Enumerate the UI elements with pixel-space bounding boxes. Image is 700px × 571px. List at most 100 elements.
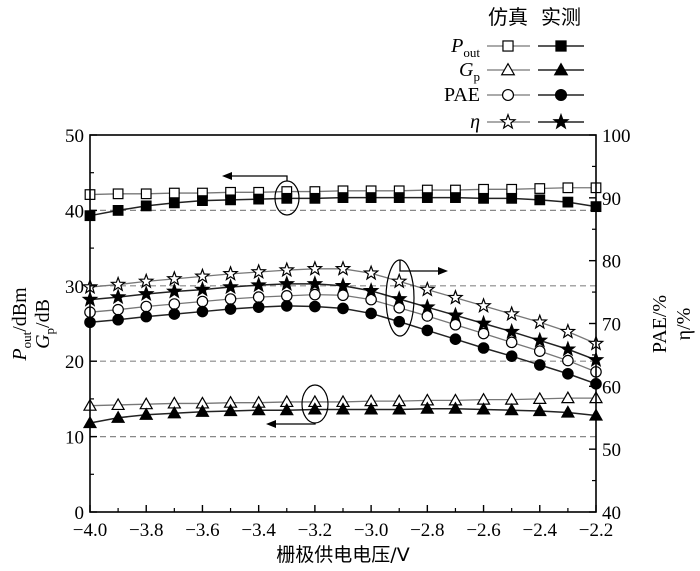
- circle-marker: [449, 318, 462, 331]
- triangle-marker: [420, 401, 435, 414]
- square-marker: [197, 195, 208, 206]
- square-marker: [478, 183, 489, 195]
- circle-marker: [562, 354, 574, 367]
- y-left-axis-title: Pout/dBm Gp/dB: [9, 287, 57, 362]
- star-marker: [559, 340, 577, 357]
- star-marker: [362, 282, 380, 298]
- star-marker: [559, 322, 577, 339]
- square-marker: [506, 192, 518, 204]
- callout-arrow: [226, 175, 288, 181]
- x-tick-label: −3.6: [185, 520, 219, 541]
- circle-marker: [309, 300, 321, 313]
- star-marker: [475, 297, 492, 313]
- star-marker: [390, 290, 408, 307]
- y-right-tick-label: 80: [602, 252, 621, 273]
- square-marker: [225, 194, 236, 206]
- square-marker: [421, 192, 433, 203]
- square-marker: [478, 192, 489, 204]
- triangle-marker: [111, 410, 126, 423]
- square-marker: [534, 194, 546, 206]
- star-marker: [475, 314, 492, 331]
- star-marker: [334, 260, 352, 276]
- y-right-tick-label: 40: [602, 503, 621, 524]
- y-right-tick-label: 50: [602, 440, 621, 461]
- series-PAE-measured: [84, 300, 602, 390]
- y-right-tick-label: 60: [602, 377, 621, 398]
- square-marker: [168, 197, 180, 209]
- circle-marker: [309, 288, 321, 301]
- triangle-marker: [560, 390, 575, 404]
- x-axis: −4.0 −3.8 −3.6 −3.4 −3.2 −3.0 −2.8 −2.6 −2.4 −2.2: [73, 505, 613, 541]
- callout-arrow: [399, 260, 444, 272]
- circle-marker: [554, 88, 568, 102]
- circle-marker: [140, 310, 153, 323]
- star-marker: [137, 285, 155, 302]
- circle-marker: [112, 313, 124, 326]
- series-Gp-measured: [82, 401, 604, 429]
- star-marker: [362, 264, 380, 281]
- legend-entry: Gp: [459, 59, 584, 84]
- square-marker: [309, 192, 321, 204]
- arrow-head: [438, 267, 448, 275]
- y-right-axis-title: PAE/% η/%: [649, 295, 695, 353]
- legend-header-sim: 仿真: [488, 5, 528, 29]
- triangle-marker: [532, 391, 547, 404]
- square-marker: [281, 192, 293, 204]
- legend-label: η: [470, 111, 480, 133]
- star-marker: [137, 272, 155, 289]
- circle-marker: [505, 336, 518, 349]
- legend-label: Pout: [450, 35, 480, 60]
- x-tick-label: −3.4: [241, 520, 276, 541]
- star-marker: [278, 275, 296, 291]
- triangle-marker: [364, 402, 379, 415]
- star-marker: [250, 276, 267, 293]
- star-marker: [222, 265, 239, 281]
- star-marker: [531, 331, 549, 348]
- star-marker: [447, 288, 464, 305]
- circle-marker: [196, 305, 209, 318]
- circle-marker: [533, 345, 546, 357]
- circle-marker: [562, 367, 574, 380]
- series-Pout-measured: [84, 192, 602, 222]
- legend-entry: Pout: [450, 35, 584, 60]
- circle-marker: [337, 289, 349, 302]
- star-marker: [552, 112, 570, 130]
- x-tick-label: −2.8: [410, 520, 444, 541]
- star-marker: [166, 270, 183, 286]
- circle-marker: [140, 300, 153, 313]
- y-left-tick-label: 20: [65, 352, 84, 373]
- triangle-marker: [553, 62, 569, 76]
- right-title-pae: PAE/%: [649, 295, 671, 353]
- square-marker: [168, 187, 180, 199]
- legend-label: PAE: [444, 84, 480, 106]
- square-marker: [534, 183, 546, 194]
- star-marker: [166, 282, 183, 299]
- triangle-marker: [448, 401, 463, 414]
- x-tick-label: −3.8: [129, 520, 163, 541]
- x-tick-label: −4.0: [73, 520, 107, 541]
- triangle-marker: [335, 402, 351, 415]
- legend-label: Gp: [459, 59, 480, 84]
- triangle-marker: [167, 406, 182, 419]
- circle-marker: [280, 290, 293, 302]
- circle-marker: [168, 298, 181, 310]
- triangle-marker: [251, 403, 266, 416]
- y-left-tick-label: 40: [65, 201, 84, 222]
- right-title-eta: η/%: [673, 308, 695, 341]
- triangle-marker: [532, 403, 547, 417]
- legend-entry: η: [470, 111, 584, 133]
- triangle-marker: [307, 402, 322, 415]
- circle-marker: [168, 308, 181, 320]
- series-PAE-simulated: [84, 288, 602, 378]
- y-right-tick-label: 100: [602, 126, 631, 147]
- circle-marker: [533, 359, 546, 371]
- star-marker: [109, 288, 127, 305]
- y-left-axis: 0 10 20 30 40 50: [65, 126, 97, 524]
- circle-marker: [337, 302, 349, 315]
- star-marker: [194, 267, 211, 284]
- circle-marker: [505, 350, 518, 362]
- x-axis-title: 栅极供电电压/V: [276, 544, 409, 566]
- annotations: [222, 172, 448, 428]
